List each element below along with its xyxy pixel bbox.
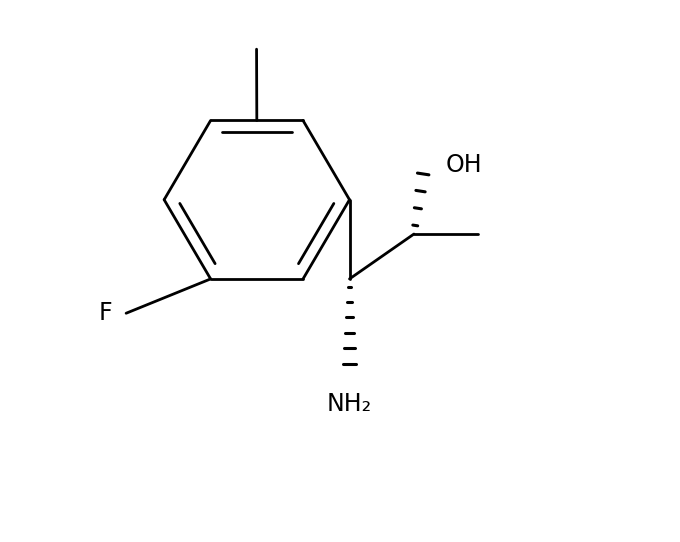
Text: F: F: [98, 301, 112, 325]
Text: OH: OH: [445, 153, 482, 177]
Text: NH₂: NH₂: [327, 392, 372, 416]
